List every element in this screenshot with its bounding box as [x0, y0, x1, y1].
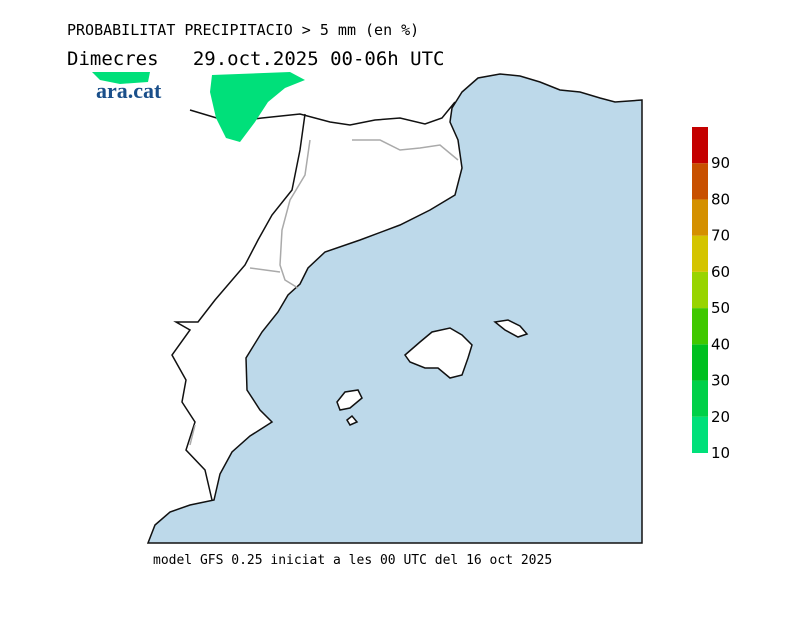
color-band — [692, 235, 708, 272]
colorbar-label: 60 — [711, 263, 730, 281]
mallorca — [403, 327, 473, 379]
colorbar-label: 20 — [711, 408, 730, 426]
colorbar-label: 10 — [711, 444, 730, 462]
footer: model GFS 0.25 iniciat a les 00 UTC del … — [153, 553, 552, 568]
colorbar-label: 90 — [711, 154, 730, 172]
color-band — [692, 344, 708, 381]
color-band — [692, 380, 708, 417]
color-band — [692, 308, 708, 345]
menorca — [493, 319, 529, 338]
color-band — [692, 127, 708, 164]
ibiza — [336, 389, 363, 411]
subtitle: Dimecres 29.oct.2025 00-06h UTC — [67, 48, 445, 70]
logo: ara.cat — [96, 78, 162, 103]
colorbar: 10 20 30 40 50 60 70 80 90 — [692, 127, 730, 462]
colorbar-label: 70 — [711, 227, 730, 245]
colorbar-label: 40 — [711, 335, 730, 353]
colorbar-label: 30 — [711, 372, 730, 390]
formentera — [346, 414, 359, 426]
sea — [146, 73, 643, 544]
colorbar-label: 80 — [711, 190, 730, 208]
colorbar-label: 50 — [711, 299, 730, 317]
color-band — [692, 271, 708, 309]
precip-area — [92, 72, 305, 142]
color-band — [692, 416, 708, 453]
title: PROBABILITAT PRECIPITACIO > 5 mm (en %) — [67, 21, 419, 39]
map — [92, 72, 643, 544]
color-band — [692, 163, 708, 200]
color-band — [692, 199, 708, 236]
province-border — [189, 139, 459, 446]
border — [171, 113, 306, 501]
